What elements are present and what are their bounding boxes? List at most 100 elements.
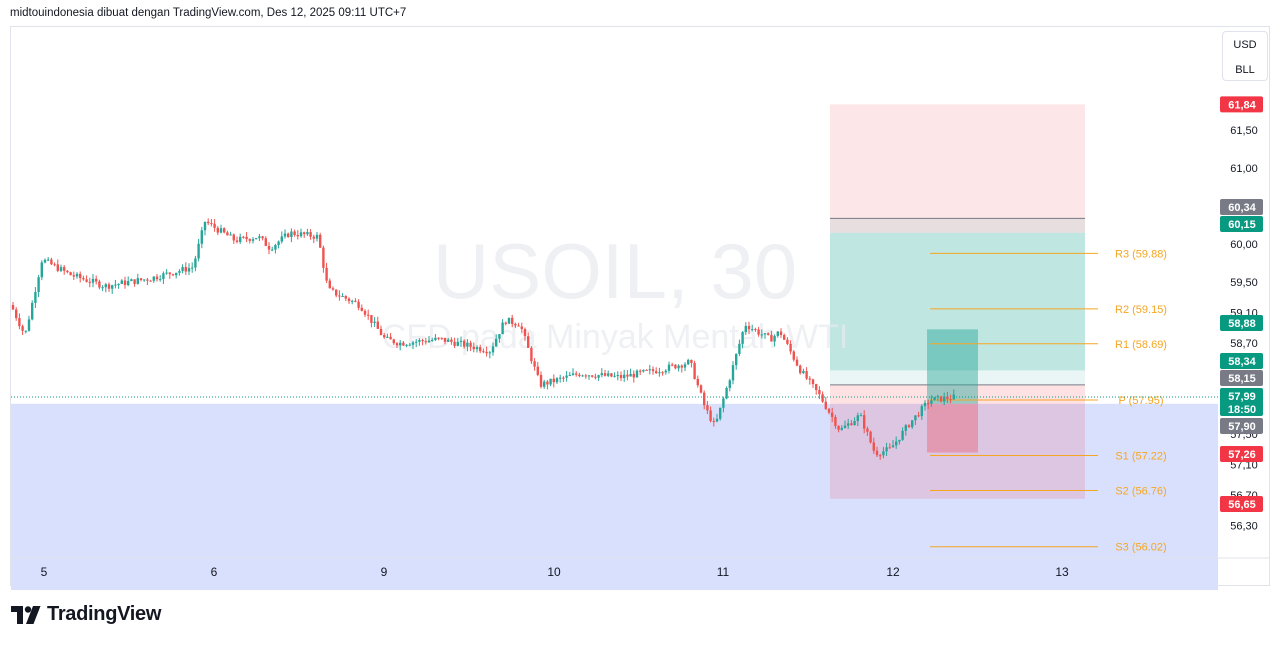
candle-body bbox=[229, 234, 232, 236]
x-tick-label: 10 bbox=[547, 565, 561, 579]
price-label-60-15[interactable]: 60,15 bbox=[1220, 216, 1263, 232]
candle-body bbox=[328, 280, 331, 289]
candle-body bbox=[875, 450, 879, 456]
active-trade-lower-box[interactable] bbox=[927, 403, 978, 453]
candle-body bbox=[587, 375, 591, 377]
candle-body bbox=[735, 353, 738, 366]
candle-body bbox=[312, 236, 315, 239]
candle-body bbox=[280, 236, 283, 242]
candle-body bbox=[232, 234, 235, 241]
candle-body bbox=[850, 423, 853, 426]
candle-body bbox=[149, 280, 152, 282]
candle-body bbox=[712, 421, 715, 423]
candle-body bbox=[949, 399, 952, 401]
price-label-60-34[interactable]: 60,34 bbox=[1220, 199, 1263, 215]
candle-body bbox=[123, 280, 127, 286]
candle-body bbox=[831, 412, 834, 418]
candle-body bbox=[210, 223, 213, 225]
price-label-58-88[interactable]: 58,88 bbox=[1220, 315, 1263, 331]
pivot-label-r1: R1 (58.69) bbox=[1115, 339, 1167, 351]
watermark-symbol: USOIL, 30 bbox=[433, 227, 797, 315]
candle-body bbox=[43, 259, 47, 263]
candle-body bbox=[207, 221, 210, 224]
candle-body bbox=[277, 241, 280, 245]
candle-body bbox=[437, 337, 440, 339]
candle-body bbox=[370, 315, 373, 323]
candle-body bbox=[194, 258, 197, 268]
candle-body bbox=[271, 249, 274, 251]
x-tick-label: 11 bbox=[717, 565, 730, 579]
price-label-57-90[interactable]: 57,90 bbox=[1220, 418, 1263, 434]
active-trade-upper-box[interactable] bbox=[927, 329, 978, 404]
candle-body bbox=[930, 400, 933, 404]
candle-body bbox=[469, 342, 472, 347]
candle-body bbox=[863, 415, 866, 429]
candle-body bbox=[411, 342, 415, 345]
candle-body bbox=[946, 396, 949, 400]
candle-body bbox=[693, 363, 696, 379]
price-label-58-15[interactable]: 58,15 bbox=[1220, 370, 1263, 386]
candle-body bbox=[549, 378, 552, 385]
candle-body bbox=[562, 377, 565, 379]
candle-body bbox=[395, 343, 399, 346]
candle-body bbox=[754, 329, 757, 331]
candle-body bbox=[648, 369, 651, 371]
candle-body bbox=[507, 317, 511, 324]
candle-body bbox=[725, 387, 728, 399]
short-position-risk-zone bbox=[830, 104, 1085, 233]
candle-body bbox=[203, 221, 207, 231]
candle-body bbox=[187, 268, 191, 272]
candle-body bbox=[530, 347, 533, 362]
tradingview-logo[interactable]: TradingView bbox=[11, 603, 161, 626]
zones-layer bbox=[11, 104, 1218, 591]
candle-body bbox=[389, 336, 392, 340]
candle-body bbox=[719, 407, 722, 419]
candle-body bbox=[299, 232, 303, 237]
candle-body bbox=[869, 431, 872, 443]
price-label-61-84[interactable]: 61,84 bbox=[1220, 96, 1263, 113]
candle-body bbox=[421, 340, 424, 342]
candle-body bbox=[373, 321, 376, 323]
price-label-bg bbox=[1220, 199, 1263, 215]
price-label-56-65[interactable]: 56,65 bbox=[1220, 496, 1263, 512]
candle-body bbox=[242, 236, 245, 238]
candle-body bbox=[306, 232, 309, 235]
candle-body bbox=[773, 335, 776, 342]
candle-body bbox=[907, 425, 911, 428]
long-position-risk-zone[interactable] bbox=[830, 384, 1085, 499]
candle-body bbox=[56, 264, 59, 271]
candle-body bbox=[818, 389, 821, 395]
candle-body bbox=[463, 340, 466, 347]
candle-body bbox=[776, 331, 779, 336]
candle-body bbox=[226, 232, 229, 236]
candle-body bbox=[88, 281, 91, 283]
candle-body bbox=[501, 322, 504, 335]
candle-body bbox=[440, 337, 443, 339]
candle-body bbox=[699, 385, 703, 393]
candle-body bbox=[786, 339, 789, 344]
long-position-reward-zone[interactable] bbox=[830, 218, 1085, 385]
candle-body bbox=[546, 381, 549, 385]
scale-unit-box[interactable]: USD BLL bbox=[1222, 31, 1268, 81]
candle-body bbox=[120, 280, 123, 284]
candle-body bbox=[72, 275, 75, 277]
candle-body bbox=[568, 375, 571, 377]
currency-label: USD bbox=[1233, 39, 1257, 51]
tradingview-logo-icon bbox=[11, 605, 41, 624]
candle-body bbox=[450, 339, 453, 342]
candle-body bbox=[146, 279, 149, 281]
candle-body bbox=[325, 267, 328, 281]
candle-body bbox=[591, 375, 594, 377]
candle-body bbox=[239, 236, 242, 242]
candle-body bbox=[645, 369, 648, 371]
candle-body bbox=[75, 273, 79, 277]
price-label-58-34[interactable]: 58,34 bbox=[1220, 353, 1263, 369]
candle-body bbox=[671, 364, 674, 366]
candle-body bbox=[200, 230, 203, 244]
candle-body bbox=[696, 378, 699, 386]
price-label-57-26[interactable]: 57,26 bbox=[1220, 446, 1263, 462]
candle-body bbox=[344, 295, 347, 299]
price-label-text: 57,26 bbox=[1228, 449, 1256, 461]
